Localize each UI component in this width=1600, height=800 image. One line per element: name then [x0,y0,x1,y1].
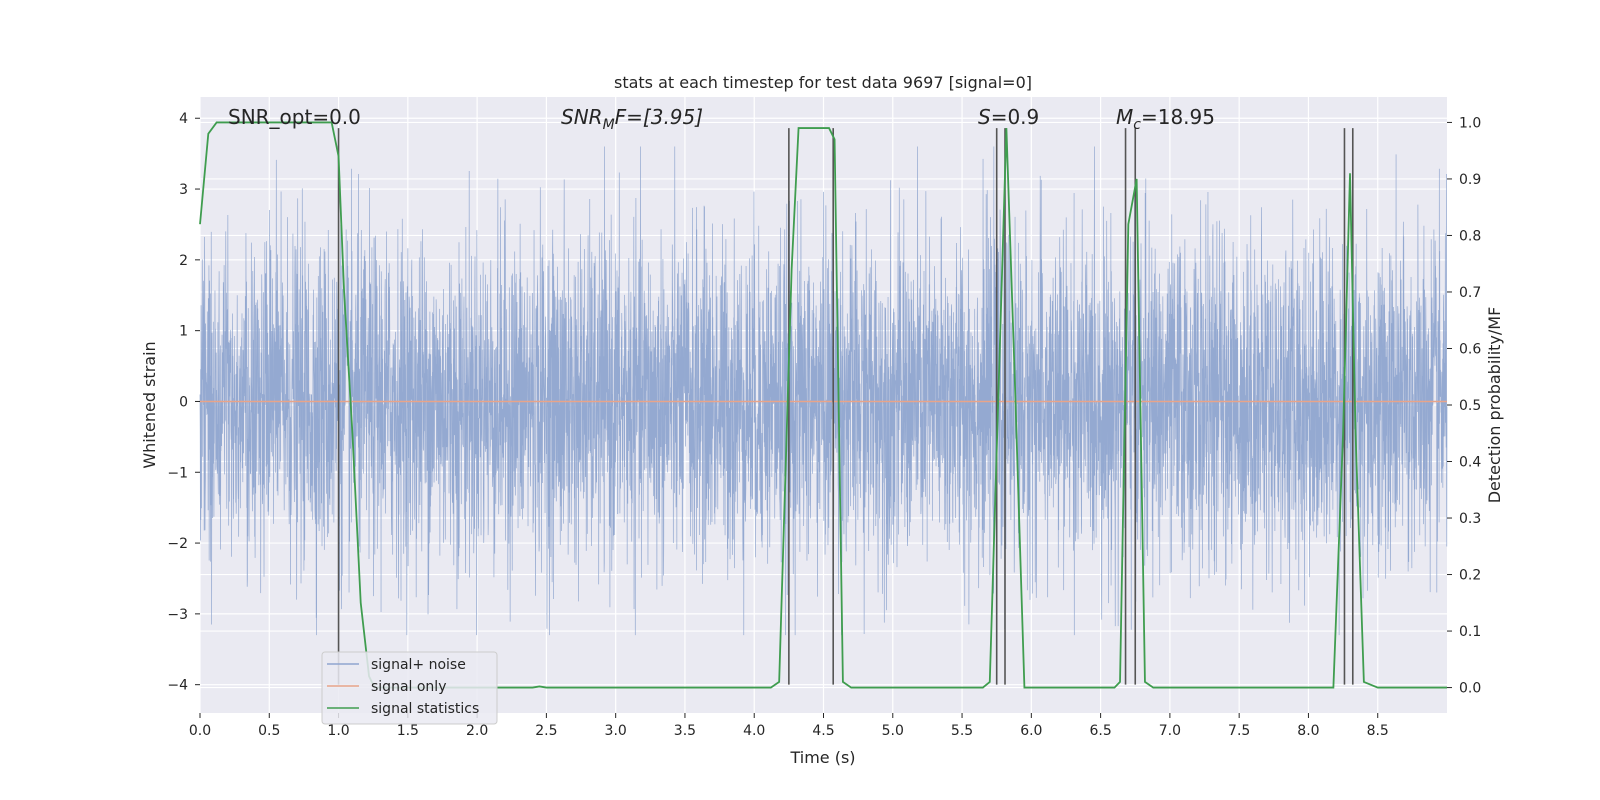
yl-tick-label-7: 3 [179,182,188,198]
legend-label-signal-noise: signal+ noise [371,657,466,673]
yr-tick-label-8: 0.8 [1459,228,1481,244]
yl-tick-label-2: −2 [167,536,188,552]
yr-tick-label-4: 0.4 [1459,455,1481,471]
x-tick-label-17: 8.5 [1367,723,1389,739]
x-tick-label-2: 1.0 [327,723,349,739]
series-line-signal-noise [199,146,1448,636]
series-signal-noise [199,146,1448,636]
legend-label-signal-only: signal only [371,679,446,695]
y-axis-left-label: Whitened strain [140,341,159,468]
yr-tick-label-5: 0.5 [1459,398,1481,414]
x-tick-label-8: 4.0 [743,723,765,739]
x-tick-label-15: 7.5 [1228,723,1250,739]
legend-label-signal-statistics: signal statistics [371,701,479,717]
annotation-s: S=0.9 [978,105,1039,129]
legend: signal+ noise signal only signal statist… [321,651,498,725]
yl-tick-label-8: 4 [179,111,188,127]
y-axis-right-label: Detection probability/MF [1485,307,1504,504]
yl-tick-label-6: 2 [179,253,188,269]
x-axis-ticks: 0.0 0.5 1.0 1.5 2.0 2.5 3.0 3.5 4.0 4.5 5.0 5.5 6.0 6… [189,713,1389,739]
yr-tick-label-3: 0.3 [1459,511,1481,527]
yl-tick-label-4: 0 [179,394,188,410]
yr-tick-label-0: 0.0 [1459,681,1481,697]
x-tick-label-9: 4.5 [812,723,834,739]
yl-tick-label-1: −3 [167,607,188,623]
yr-tick-label-10: 1.0 [1459,115,1481,131]
x-tick-label-12: 6.0 [1020,723,1042,739]
x-tick-label-7: 3.5 [674,723,696,739]
yr-tick-label-6: 0.6 [1459,341,1481,357]
yr-tick-label-1: 0.1 [1459,624,1481,640]
x-tick-label-0: 0.0 [189,723,211,739]
x-tick-label-16: 8.0 [1297,723,1319,739]
x-tick-label-6: 3.0 [605,723,627,739]
annotation-snr-opt: SNR_opt=0.0 [228,105,361,129]
x-tick-label-13: 6.5 [1089,723,1111,739]
yr-tick-label-7: 0.7 [1459,285,1481,301]
x-tick-label-3: 1.5 [397,723,419,739]
yr-tick-label-9: 0.9 [1459,172,1481,188]
yl-tick-label-5: 1 [179,324,188,340]
chart-title: stats at each timestep for test data 969… [614,73,1032,92]
y-axis-left-ticks: −4 −3 −2 −1 0 1 2 3 4 [167,111,200,694]
yl-tick-label-3: −1 [167,465,188,481]
legend-box [321,651,498,725]
yr-tick-label-2: 0.2 [1459,568,1481,584]
x-tick-label-11: 5.5 [951,723,973,739]
x-tick-label-14: 7.0 [1159,723,1181,739]
x-tick-label-5: 2.5 [535,723,557,739]
x-tick-label-10: 5.0 [882,723,904,739]
x-tick-label-1: 0.5 [258,723,280,739]
x-axis-label: Time (s) [789,748,855,767]
series-signal-statistics [199,121,1447,689]
yl-tick-label-0: −4 [167,678,188,694]
x-tick-label-4: 2.0 [466,723,488,739]
y-axis-right-ticks: 0.0 0.1 0.2 0.3 0.4 0.5 0.6 0.7 0.8 0.9 1.0 [1447,115,1481,697]
annotation-snr-mf: SNRMF=[3.95] [561,105,703,133]
annotation-mc: Mc=18.95 [1116,105,1215,133]
series-line-signal-statistics [199,121,1447,689]
